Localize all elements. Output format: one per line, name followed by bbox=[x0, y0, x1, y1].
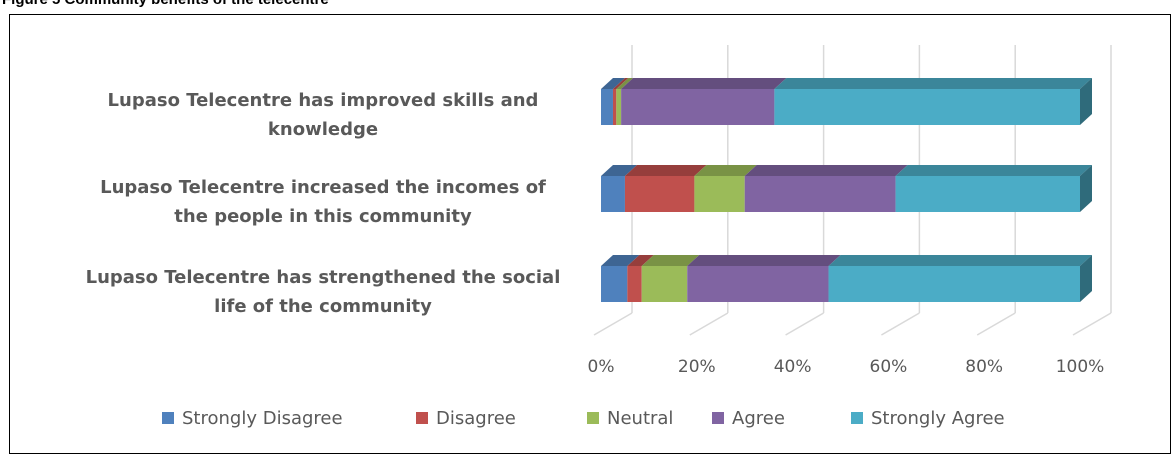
legend-label: Strongly Agree bbox=[871, 408, 1005, 429]
bar-segment bbox=[624, 176, 695, 212]
legend: Strongly Disagree Disagree Neutral Agree Str… bbox=[162, 408, 1005, 429]
bar-top-2-2 bbox=[641, 255, 700, 266]
bar-top-2-1 bbox=[694, 165, 757, 176]
gridline-floor bbox=[881, 312, 920, 336]
category-labels: Lupaso Telecentre has improved skills an… bbox=[86, 90, 561, 317]
x-tick-label: 60% bbox=[870, 357, 908, 377]
bar-segment bbox=[895, 176, 1080, 212]
legend-swatch bbox=[712, 412, 724, 424]
legend-label: Agree bbox=[732, 408, 785, 429]
bar-top-4-2 bbox=[828, 255, 1092, 266]
stacked-bar-chart: Lupaso Telecentre has improved skills an… bbox=[86, 45, 1112, 429]
x-tick-label: 100% bbox=[1056, 357, 1105, 377]
bar-top-0-1 bbox=[601, 165, 637, 176]
bar-segment bbox=[621, 89, 775, 125]
x-tick-label: 20% bbox=[678, 357, 716, 377]
legend-label: Neutral bbox=[607, 408, 673, 429]
bar-top-3-2 bbox=[687, 255, 841, 266]
x-tick-label: 80% bbox=[965, 357, 1003, 377]
bar-side bbox=[1080, 255, 1092, 302]
category-label: Lupaso Telecentre increased the incomes … bbox=[100, 177, 546, 198]
bar-top-1-2 bbox=[627, 255, 654, 266]
bar-segment bbox=[601, 89, 613, 125]
bar-segment bbox=[828, 266, 1080, 302]
category-label: life of the community bbox=[214, 296, 432, 317]
bar-segment bbox=[687, 266, 829, 302]
category-label: Lupaso Telecentre has improved skills an… bbox=[108, 90, 539, 111]
bars bbox=[601, 78, 1092, 302]
bar-segment bbox=[612, 89, 617, 125]
bar-segment bbox=[616, 89, 622, 125]
x-tick-label: 40% bbox=[774, 357, 812, 377]
gridline-floor bbox=[1072, 312, 1112, 336]
bar-top-4-0 bbox=[774, 78, 1092, 89]
chart-frame: Lupaso Telecentre has improved skills an… bbox=[9, 14, 1171, 454]
legend-swatch bbox=[851, 412, 863, 424]
figure-caption: Figure 5 Community benefits of the telec… bbox=[2, 0, 329, 8]
bar-segment bbox=[601, 266, 628, 302]
bar-top-3-0 bbox=[621, 78, 787, 89]
legend-swatch bbox=[587, 412, 599, 424]
gridline-floor bbox=[785, 312, 824, 336]
gridline-floor bbox=[689, 312, 729, 336]
category-label: Lupaso Telecentre has strengthened the s… bbox=[86, 267, 561, 288]
gridline-floor bbox=[593, 312, 633, 336]
bar-segment bbox=[627, 266, 642, 302]
x-tick-label: 0% bbox=[588, 357, 615, 377]
legend-swatch bbox=[416, 412, 428, 424]
bar-top-4-1 bbox=[895, 165, 1092, 176]
bar-top-1-1 bbox=[624, 165, 707, 176]
bar-segment bbox=[744, 176, 896, 212]
legend-swatch bbox=[162, 412, 174, 424]
category-label: knowledge bbox=[268, 119, 378, 140]
bar-segment bbox=[601, 176, 625, 212]
legend-label: Strongly Disagree bbox=[182, 408, 343, 429]
bar-side bbox=[1080, 165, 1092, 212]
bar-segment bbox=[774, 89, 1080, 125]
bar-top-1-0 bbox=[612, 78, 629, 89]
x-tick-labels: 0% 20% 40% 60% 80% 100% bbox=[588, 357, 1105, 377]
bar-top-2-0 bbox=[616, 78, 634, 89]
bar-top-3-1 bbox=[744, 165, 908, 176]
bar-top-0-0 bbox=[601, 78, 625, 89]
gridline-floor bbox=[976, 312, 1016, 336]
bar-side bbox=[1080, 78, 1092, 125]
bar-top-0-2 bbox=[601, 255, 640, 266]
category-label: the people in this community bbox=[174, 206, 472, 227]
legend-label: Disagree bbox=[436, 408, 516, 429]
bar-segment bbox=[694, 176, 745, 212]
bar-segment bbox=[641, 266, 688, 302]
